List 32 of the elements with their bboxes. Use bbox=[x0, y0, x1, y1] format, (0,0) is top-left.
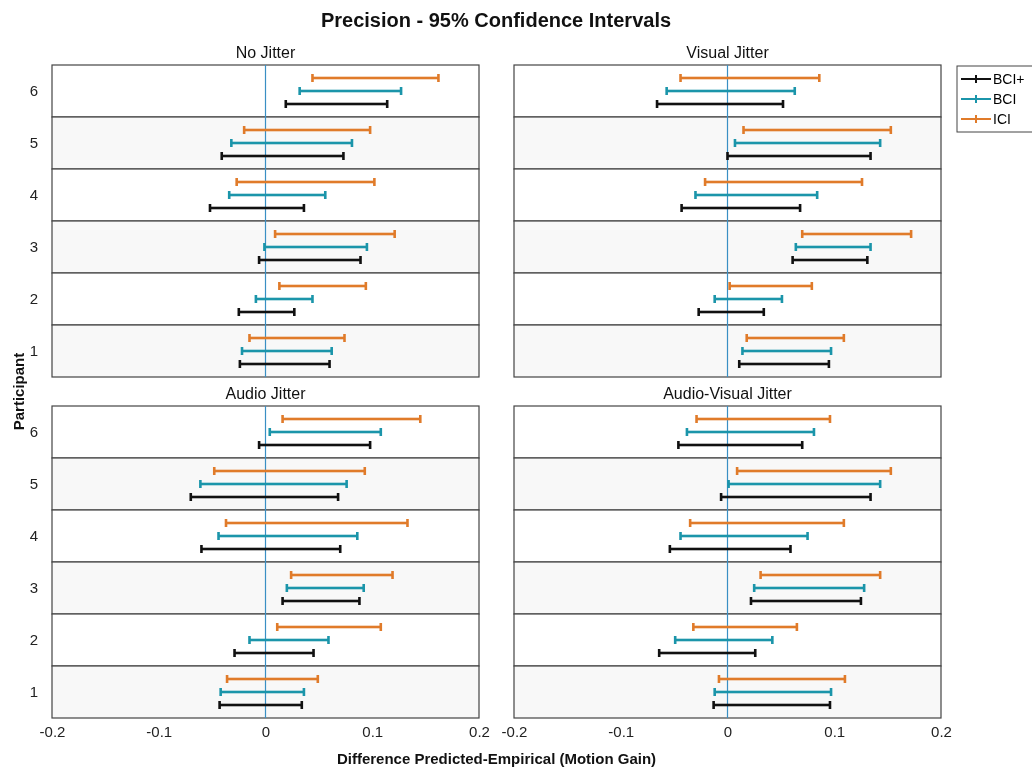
x-tick-label: -0.2 bbox=[39, 722, 66, 740]
y-tick-label: 1 bbox=[29, 342, 38, 360]
y-tick-label: 2 bbox=[29, 631, 38, 649]
x-tick-label: 0.2 bbox=[469, 722, 490, 740]
x-tick-label: 0 bbox=[723, 722, 733, 740]
y-tick-label: 6 bbox=[29, 82, 38, 100]
legend-label: BCI bbox=[993, 91, 1017, 107]
legend-label: BCI+ bbox=[993, 71, 1025, 87]
x-axis-title: Difference Predicted-Empirical (Motion Gain) bbox=[336, 750, 657, 767]
y-tick-label: 3 bbox=[29, 238, 38, 256]
y-tick-label: 2 bbox=[29, 290, 38, 308]
y-tick-label: 5 bbox=[29, 475, 38, 493]
legend-label: ICI bbox=[993, 111, 1011, 127]
y-tick-label: 6 bbox=[29, 423, 38, 441]
x-tick-label: -0.2 bbox=[501, 722, 528, 740]
x-tick-label: 0.1 bbox=[824, 722, 846, 740]
y-axis-title: Participant bbox=[10, 352, 27, 431]
chart-title: Audio-Visual Jitter bbox=[663, 385, 793, 402]
x-tick-label: 0 bbox=[261, 722, 271, 740]
x-tick-label: -0.1 bbox=[146, 722, 173, 740]
y-tick-label: 3 bbox=[29, 579, 38, 597]
y-tick-label: 5 bbox=[29, 134, 38, 152]
chart-title: Visual Jitter bbox=[686, 44, 770, 61]
chart-title: Audio Jitter bbox=[225, 385, 307, 402]
y-tick-label: 1 bbox=[29, 683, 38, 701]
y-tick-label: 4 bbox=[29, 527, 38, 545]
y-tick-label: 4 bbox=[29, 186, 38, 204]
x-tick-label: 0.1 bbox=[362, 722, 384, 740]
chart-title: No Jitter bbox=[235, 44, 296, 61]
x-tick-label: -0.1 bbox=[608, 722, 635, 740]
text: Precision - 95% Confidence Intervals bbox=[320, 9, 672, 31]
x-tick-label: 0.2 bbox=[931, 722, 952, 740]
